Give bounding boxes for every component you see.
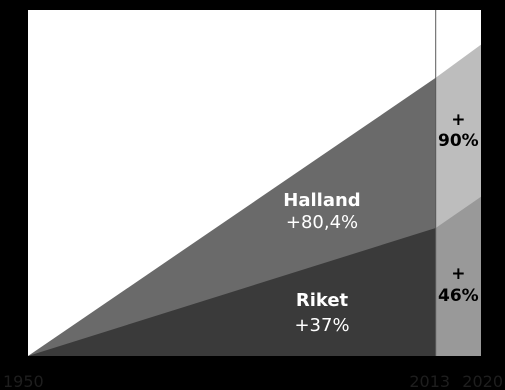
halland-value-label: +80,4% <box>286 212 358 233</box>
halland-projection-value: 90% <box>438 131 479 151</box>
x-tick-label-1950: 1950 <box>3 372 44 390</box>
riket-projection-value: 46% <box>438 286 479 306</box>
x-axis-ticks: 1950 2013 2020 <box>3 372 503 390</box>
series-area-riket <box>28 228 436 356</box>
area-layer <box>28 44 481 357</box>
x-tick-label-2020: 2020 <box>462 372 503 390</box>
annotation-layer: Halland +80,4% Riket +37% + 90% + 46% <box>283 110 478 336</box>
riket-label: Riket <box>296 290 349 311</box>
riket-projection-plus: + <box>451 264 465 284</box>
series-projection-riket <box>435 196 481 356</box>
halland-label: Halland <box>283 190 360 211</box>
riket-value-label: +37% <box>294 315 349 336</box>
x-tick-label-2013: 2013 <box>409 372 450 390</box>
halland-projection-plus: + <box>451 110 465 130</box>
